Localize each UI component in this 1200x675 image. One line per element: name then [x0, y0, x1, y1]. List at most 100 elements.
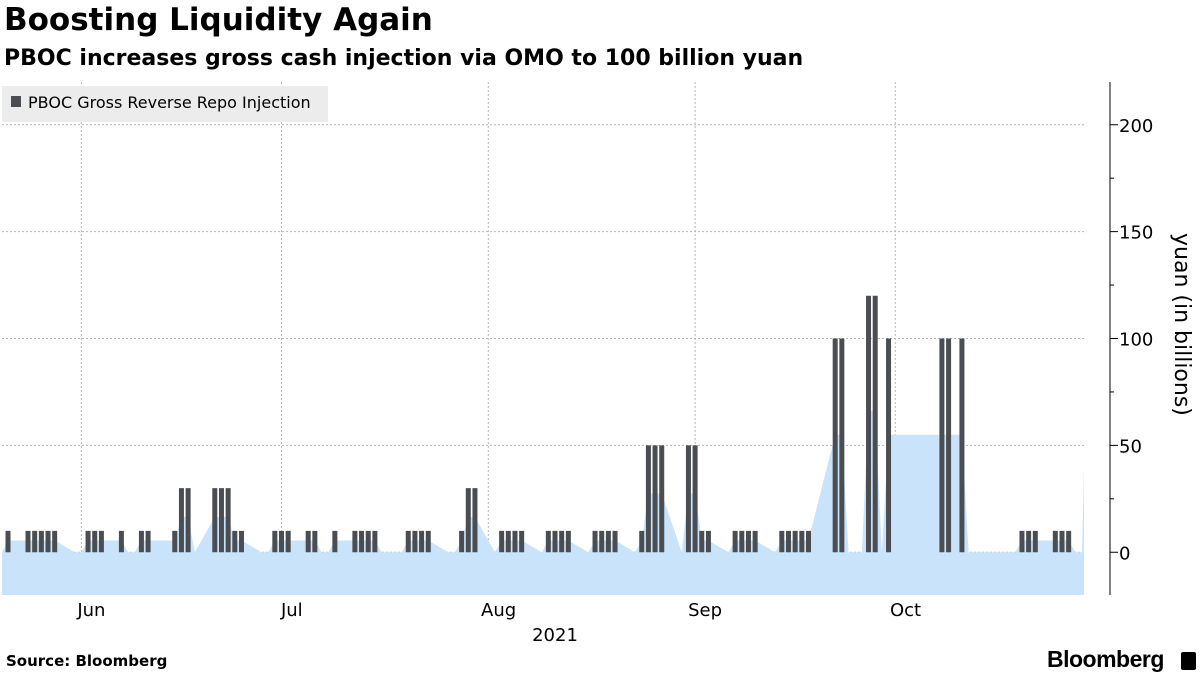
bar — [545, 530, 551, 553]
bar — [138, 530, 144, 553]
bar — [312, 530, 318, 553]
bar — [332, 530, 338, 553]
bar — [359, 530, 365, 553]
bar — [145, 530, 151, 553]
bar — [272, 530, 278, 553]
y-tick-label: 100 — [1119, 330, 1153, 351]
legend-swatch — [11, 96, 21, 107]
legend-label: PBOC Gross Reverse Repo Injection — [28, 93, 311, 112]
bar — [1026, 530, 1032, 553]
bar — [1066, 530, 1072, 553]
bar — [352, 530, 358, 553]
bar — [552, 530, 558, 553]
bar — [405, 530, 411, 553]
bar — [939, 338, 945, 553]
y-tick-label: 0 — [1119, 543, 1130, 564]
bar — [959, 338, 965, 553]
bar — [866, 295, 872, 553]
bar — [605, 530, 611, 553]
x-tick-label: Sep — [688, 600, 722, 621]
y-tick-label: 200 — [1119, 116, 1153, 137]
bar — [785, 530, 791, 553]
bar — [218, 488, 224, 553]
bar — [459, 530, 465, 553]
bar — [705, 530, 711, 553]
x-tick-label: Jun — [76, 600, 105, 621]
bar — [946, 338, 952, 553]
bar — [1059, 530, 1065, 553]
bar — [32, 530, 38, 553]
bar — [779, 530, 785, 553]
axes: 0 50 100 150 200 Jun Jul Aug Sep Oct 2021 — [76, 82, 1153, 646]
bar — [565, 530, 571, 553]
bar — [1032, 530, 1038, 553]
bar — [5, 530, 11, 553]
bar — [85, 530, 91, 553]
chart-subtitle: PBOC increases gross cash injection via … — [4, 46, 804, 71]
bar — [225, 488, 231, 553]
bar — [592, 530, 598, 553]
brand-icon — [1181, 652, 1196, 670]
bar — [372, 530, 378, 553]
bar — [699, 530, 705, 553]
bars — [5, 295, 1072, 553]
bar — [805, 530, 811, 553]
bar — [232, 530, 238, 553]
bar — [659, 445, 665, 553]
bar — [692, 445, 698, 553]
legend-background — [2, 86, 328, 122]
bar — [652, 445, 658, 553]
bar — [178, 488, 184, 553]
bar — [279, 530, 285, 553]
bar — [52, 530, 58, 553]
brand-logo: Bloomberg — [1047, 646, 1164, 672]
bar — [419, 530, 425, 553]
x-tick-label: Oct — [890, 600, 921, 621]
y-axis-label: yuan (in billions) — [1169, 233, 1194, 416]
bar — [599, 530, 605, 553]
bar — [1052, 530, 1058, 553]
bar — [792, 530, 798, 553]
bar — [365, 530, 371, 553]
source-note: Source: Bloomberg — [6, 652, 168, 670]
bar — [118, 530, 124, 553]
bar — [25, 530, 31, 553]
bar — [832, 338, 838, 553]
x-year-label: 2021 — [532, 625, 578, 646]
bar — [839, 338, 845, 553]
bar — [38, 530, 44, 553]
bar — [639, 530, 645, 553]
bar — [472, 488, 478, 553]
bar — [172, 530, 178, 553]
bar — [1019, 530, 1025, 553]
bar — [305, 530, 311, 553]
bar — [425, 530, 431, 553]
bar — [886, 338, 892, 553]
bar — [505, 530, 511, 553]
bar — [499, 530, 505, 553]
bar — [732, 530, 738, 553]
bar — [512, 530, 518, 553]
injection-area — [2, 411, 1084, 595]
bar — [645, 445, 651, 553]
bar — [739, 530, 745, 553]
bar — [412, 530, 418, 553]
legend: PBOC Gross Reverse Repo Injection — [2, 86, 328, 122]
bar — [559, 530, 565, 553]
y-tick-label: 150 — [1119, 223, 1153, 244]
bar — [238, 530, 244, 553]
area-layer — [2, 411, 1084, 595]
y-tick-label: 50 — [1119, 436, 1142, 457]
bar — [98, 530, 104, 553]
bar — [752, 530, 758, 553]
bar — [519, 530, 525, 553]
chart-title: Boosting Liquidity Again — [4, 2, 433, 38]
x-tick-label: Jul — [280, 600, 303, 621]
bar — [185, 488, 191, 553]
bar — [212, 488, 218, 553]
bar — [799, 530, 805, 553]
x-tick-label: Aug — [481, 600, 516, 621]
bar — [45, 530, 51, 553]
bar — [465, 488, 471, 553]
